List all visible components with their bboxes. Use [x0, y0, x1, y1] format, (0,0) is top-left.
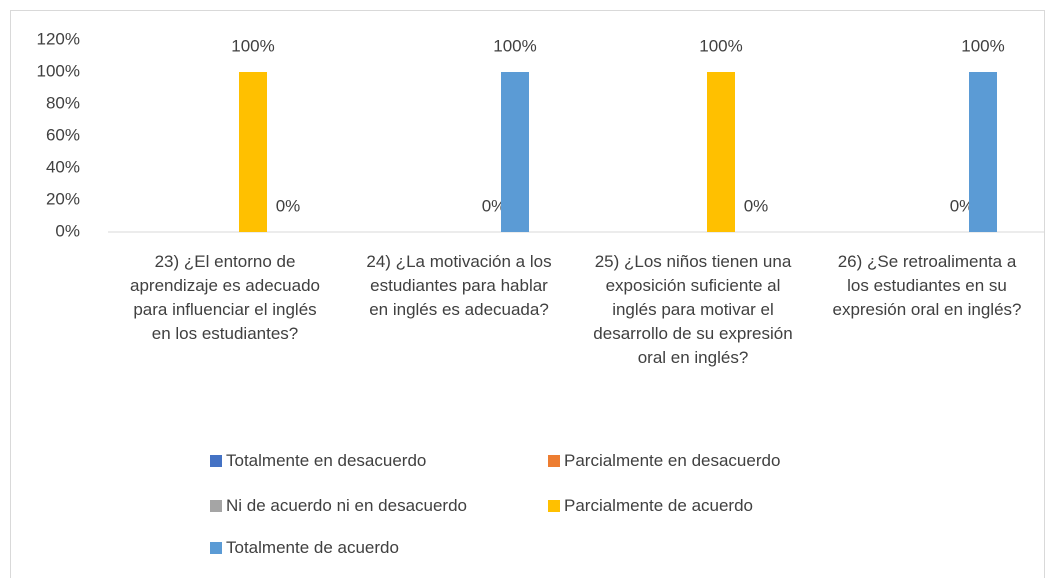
y-tick-label: 0%	[55, 221, 80, 240]
legend-label: Totalmente de acuerdo	[226, 538, 399, 557]
legend-item: Ni de acuerdo ni en desacuerdo	[210, 496, 467, 516]
legend-label: Totalmente en desacuerdo	[226, 451, 427, 470]
x-tick-label: 23) ¿El entorno de aprendizaje es adecua…	[130, 252, 320, 343]
legend-label: Ni de acuerdo ni en desacuerdo	[226, 496, 467, 515]
y-tick-label: 100%	[37, 61, 80, 80]
data-label: 0%	[482, 196, 507, 215]
legend-swatch	[210, 500, 222, 512]
data-label: 0%	[744, 196, 769, 215]
bar	[969, 72, 997, 232]
x-tick-label: 24) ¿La motivación a los estudiantes par…	[366, 252, 552, 319]
bar	[239, 72, 267, 232]
legend-label: Parcialmente de acuerdo	[564, 496, 754, 515]
data-label: 100%	[231, 36, 274, 55]
x-tick-label: 26) ¿Se retroalimenta a los estudiantes …	[832, 252, 1022, 319]
legend-item: Totalmente de acuerdo	[210, 538, 399, 558]
legend-swatch	[548, 455, 560, 467]
legend-item: Parcialmente de acuerdo	[548, 496, 753, 516]
data-label: 0%	[276, 196, 301, 215]
y-tick-label: 80%	[46, 93, 80, 112]
x-tick-label: 25) ¿Los niños tienen una exposición suf…	[593, 252, 793, 367]
data-label: 100%	[493, 36, 536, 55]
chart-frame	[10, 10, 1045, 578]
data-label: 100%	[699, 36, 742, 55]
legend-swatch	[210, 542, 222, 554]
data-label: 100%	[961, 36, 1004, 55]
legend-label: Parcialmente en desacuerdo	[564, 451, 781, 470]
bar	[501, 72, 529, 232]
legend-item: Totalmente en desacuerdo	[210, 451, 426, 471]
y-tick-label: 40%	[46, 157, 80, 176]
y-tick-label: 20%	[46, 189, 80, 208]
y-tick-label: 60%	[46, 125, 80, 144]
legend-swatch	[548, 500, 560, 512]
legend-item: Parcialmente en desacuerdo	[548, 451, 780, 471]
y-tick-label: 120%	[37, 29, 80, 48]
legend-swatch	[210, 455, 222, 467]
bar	[707, 72, 735, 232]
data-label: 0%	[950, 196, 975, 215]
